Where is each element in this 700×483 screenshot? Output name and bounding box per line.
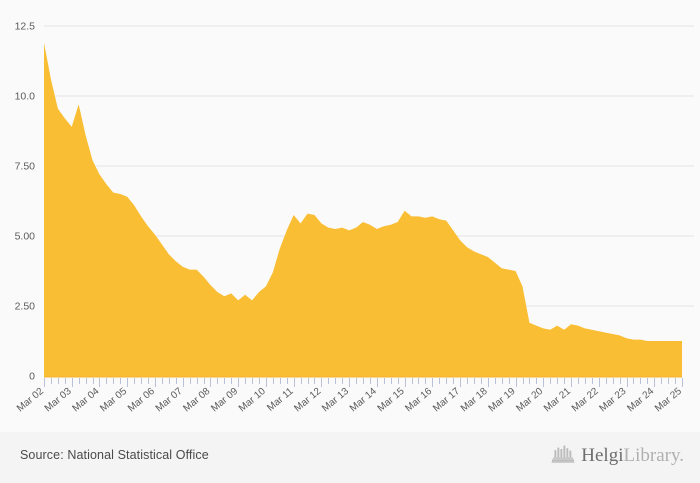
- x-axis-tick-label: Mar 08: [181, 386, 212, 415]
- x-axis-tick-label: Mar 17: [431, 386, 462, 415]
- brand-library: Library: [623, 445, 680, 466]
- chart-card: 0 2.50 5.00 7.50 10.0 12.5 Mar 02 Mar 03 Mar 04…: [0, 0, 700, 432]
- x-axis-tick-label: Mar 06: [126, 386, 157, 415]
- y-axis-tick-label: 12.5: [15, 20, 36, 32]
- x-axis-tick-label: Mar 21: [542, 386, 573, 415]
- brand-dot: .: [679, 445, 684, 466]
- y-axis-tick-label: 7.50: [15, 160, 36, 172]
- x-axis-tick-label: Mar 14: [348, 386, 379, 415]
- y-axis-tick-label: 2.50: [15, 300, 36, 312]
- y-axis-tick-label: 5.00: [15, 230, 36, 242]
- y-axis-tick-label: 0: [29, 370, 35, 382]
- x-axis-tick-label: Mar 22: [570, 386, 601, 415]
- x-axis-tick-label: Mar 03: [43, 386, 74, 415]
- source-note: Source: National Statistical Office: [20, 448, 209, 462]
- y-axis-tick-label: 10.0: [15, 90, 36, 102]
- x-axis-tick-label: Mar 07: [154, 386, 185, 415]
- x-axis-tick-label: Mar 16: [403, 386, 434, 415]
- x-axis-tick-label: Mar 23: [598, 386, 629, 415]
- x-axis-tick-label: Mar 02: [15, 386, 46, 415]
- x-axis-tick-label: Mar 25: [653, 386, 684, 415]
- x-axis-tick-label: Mar 19: [487, 386, 518, 415]
- x-axis-tick-label: Mar 20: [514, 386, 545, 415]
- x-axis-tick-label: Mar 09: [209, 386, 240, 415]
- x-axis-tick-label: Mar 10: [237, 386, 268, 415]
- helgi-library-logo[interactable]: HelgiLibrary.: [551, 443, 684, 468]
- x-axis-tick-label: Mar 11: [265, 386, 296, 414]
- x-axis-ticks: [44, 378, 683, 387]
- x-axis-tick-label: Mar 24: [625, 386, 656, 415]
- x-axis-tick-label: Mar 15: [376, 386, 407, 415]
- x-axis-tick-label: Mar 18: [459, 386, 490, 415]
- x-axis-tick-label: Mar 12: [292, 386, 323, 415]
- y-axis-labels: 0 2.50 5.00 7.50 10.0 12.5: [15, 20, 36, 382]
- brand-wordmark: HelgiLibrary.: [581, 446, 684, 465]
- x-axis-tick-label: Mar 13: [320, 386, 351, 415]
- chart-footer: Source: National Statistical Office Helg…: [0, 432, 700, 483]
- x-axis-tick-label: Mar 05: [98, 386, 129, 415]
- brand-helgi: Helgi: [581, 445, 624, 466]
- area-series: [44, 42, 682, 378]
- area-fill: [44, 42, 682, 377]
- x-axis-tick-label: Mar 04: [71, 386, 102, 415]
- library-building-icon: [551, 443, 575, 468]
